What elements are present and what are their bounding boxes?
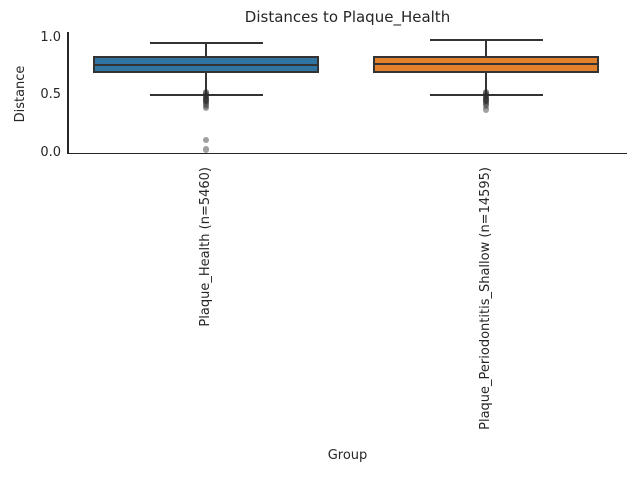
outlier-point (202, 97, 210, 104)
outlier-point (202, 91, 210, 99)
y-tick-label: 0.5 (40, 87, 61, 103)
outlier-point (482, 98, 490, 106)
outlier-point (202, 145, 210, 153)
outlier-point (202, 98, 210, 106)
whisker-cap (149, 94, 263, 97)
outlier-point (202, 96, 210, 103)
whisker-cap (149, 41, 263, 44)
outlier-point (202, 92, 210, 100)
outlier-point (482, 91, 490, 99)
outlier-point (482, 96, 490, 103)
x-axis-spine (67, 152, 627, 154)
outlier-point (202, 93, 210, 101)
x-tick-label-text: Plaque_Health (n=5460) (198, 167, 213, 327)
outlier-point (202, 94, 210, 102)
chart-title: Distances to Plaque_Health (244, 8, 451, 26)
median-line (93, 64, 319, 67)
outlier-point (202, 90, 210, 97)
outlier-point (482, 89, 490, 96)
x-axis-label: Group (327, 448, 368, 463)
outlier-point (202, 136, 210, 144)
outlier-point (202, 100, 210, 107)
outlier-point (482, 105, 490, 113)
outlier-point (482, 101, 490, 109)
y-tick-label: 1.0 (40, 29, 61, 45)
outlier-point (482, 92, 490, 100)
outlier-point (482, 94, 490, 102)
outlier-point (202, 89, 210, 96)
outlier-point (482, 97, 490, 104)
whisker-line (205, 73, 207, 96)
whisker-line (485, 73, 487, 96)
y-axis-label-text: Distance (13, 65, 28, 123)
y-axis-spine (67, 32, 69, 154)
outlier-point (482, 93, 490, 101)
outlier-point (202, 101, 210, 109)
whisker-line (205, 42, 207, 57)
whisker-cap (429, 94, 543, 97)
outlier-point (202, 104, 210, 112)
whisker-cap (429, 39, 543, 42)
outlier-point (482, 100, 490, 107)
median-line (373, 63, 599, 66)
y-tick-label: 0.0 (40, 145, 61, 161)
x-tick-label-text: Plaque_Periodontitis_Shallow (n=14595) (478, 167, 493, 430)
outlier-point (482, 90, 490, 97)
whisker-line (485, 40, 487, 57)
